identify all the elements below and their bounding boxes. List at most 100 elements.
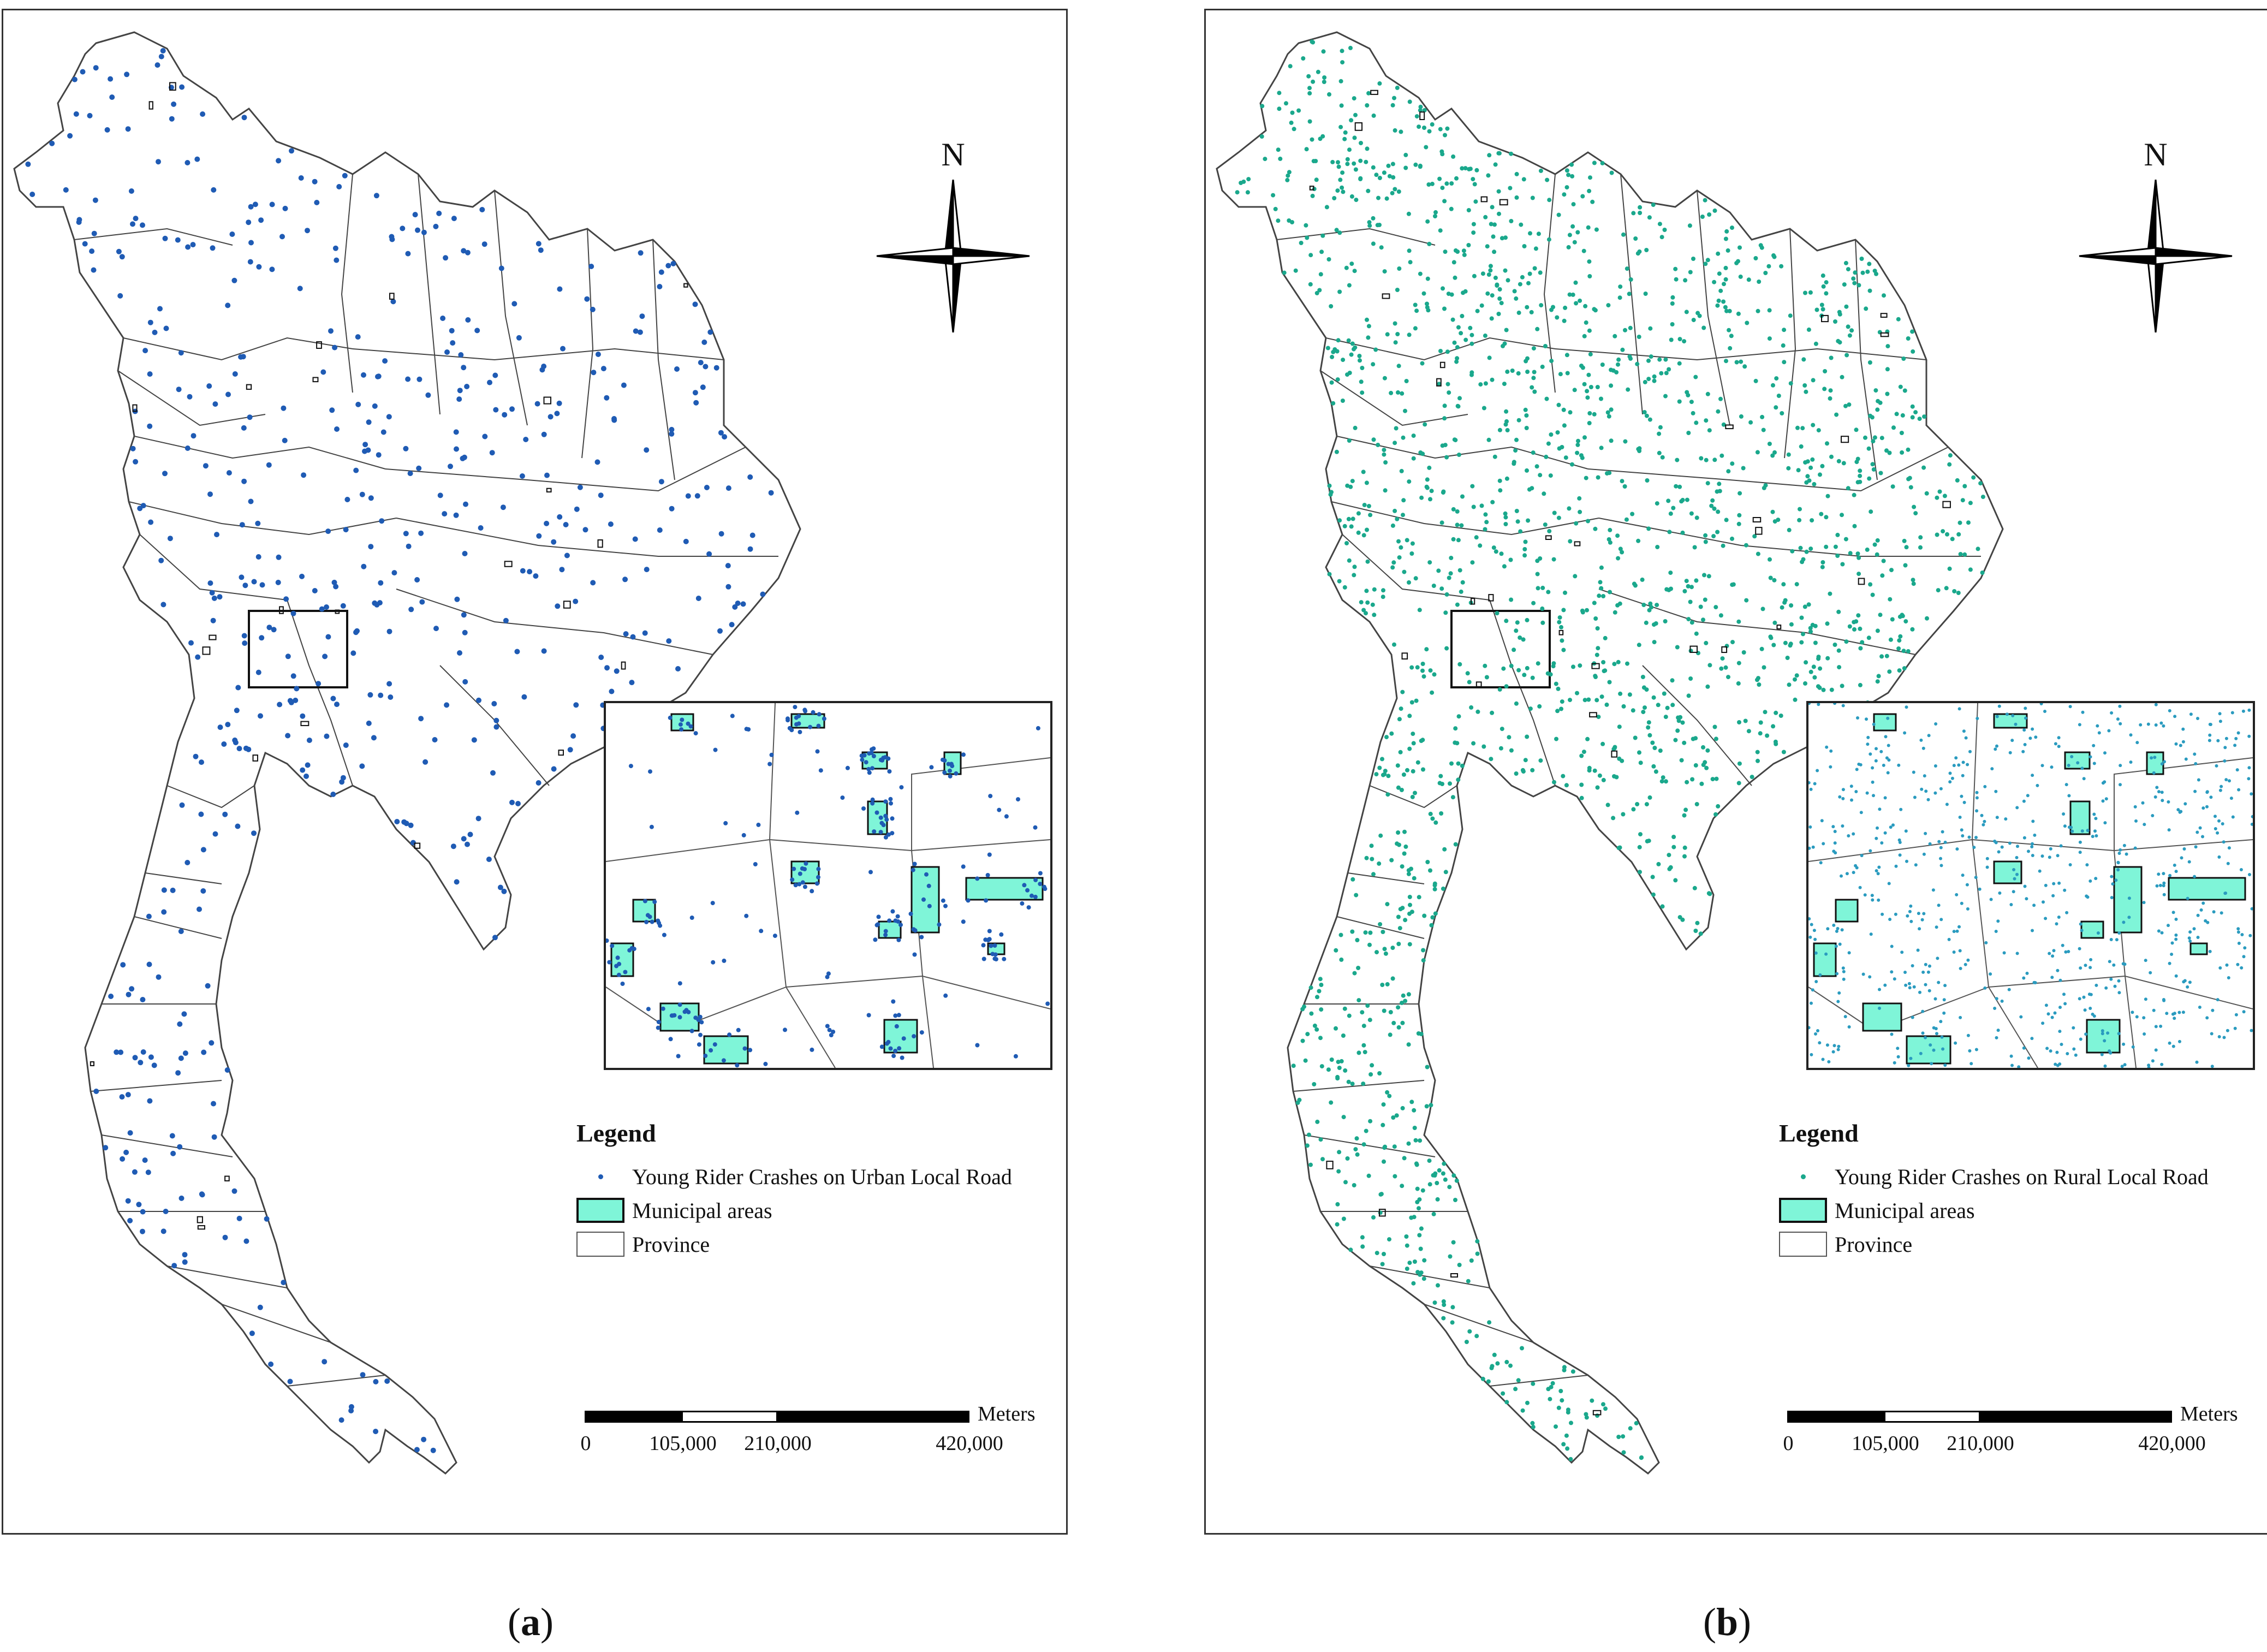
- crash-point: [1692, 886, 1697, 890]
- inset-crash-point: [1995, 1036, 1998, 1039]
- crash-point: [1824, 515, 1829, 520]
- crash-point: [1717, 489, 1722, 494]
- province-boundary: [1424, 1304, 1534, 1343]
- inset-crash-point: [2078, 840, 2082, 844]
- crash-point: [211, 187, 217, 193]
- inset-crash-point: [1918, 927, 1921, 931]
- crash-point: [622, 577, 628, 583]
- crash-point: [1428, 668, 1433, 673]
- inset-crash-point: [1855, 866, 1859, 870]
- inset-crash-point: [866, 1013, 871, 1018]
- crash-point: [1881, 558, 1886, 563]
- crash-point: [1421, 958, 1426, 963]
- inset-crash-point: [2015, 872, 2019, 876]
- municipal-area: [1450, 1273, 1459, 1278]
- municipal-area: [1611, 750, 1618, 758]
- inset-crash-point: [1869, 932, 1873, 936]
- crash-point: [1858, 646, 1863, 651]
- crash-point: [1659, 371, 1664, 376]
- inset-crash-point: [1886, 716, 1890, 720]
- crash-point: [1917, 417, 1922, 421]
- crash-point: [1441, 1316, 1446, 1321]
- inset-crash-point: [2216, 831, 2220, 835]
- inset-crash-point: [1934, 722, 1938, 726]
- crash-point: [1616, 556, 1621, 561]
- inset-crash-point: [2064, 783, 2068, 787]
- crash-point: [1803, 290, 1807, 295]
- legend-item-crashes: Young Rider Crashes on Rural Local Road: [1779, 1160, 2259, 1193]
- crash-point: [1721, 422, 1726, 427]
- crash-point: [1664, 371, 1669, 376]
- map-panel-a: N Legend Young Rider Crashes on Urban Lo…: [2, 9, 1068, 1535]
- crash-point: [126, 991, 132, 997]
- inset-crash-point: [2135, 1015, 2139, 1019]
- crash-point: [595, 352, 601, 357]
- inset-crash-point: [861, 806, 866, 811]
- inset-crash-point: [2131, 1045, 2135, 1049]
- crash-point: [573, 702, 579, 708]
- crash-point: [1286, 173, 1290, 178]
- crash-point: [1371, 362, 1376, 367]
- crash-point: [1675, 457, 1680, 462]
- crash-point: [1837, 665, 1842, 670]
- inset-crash-point: [677, 1015, 682, 1020]
- crash-point: [1514, 771, 1519, 776]
- inset-crash-point: [2135, 741, 2139, 745]
- crash-point: [108, 994, 114, 999]
- inset-crash-point: [912, 952, 917, 957]
- crash-point: [287, 1378, 293, 1384]
- crash-point: [258, 217, 264, 223]
- crash-point: [1820, 463, 1825, 468]
- inset-crash-point: [1927, 734, 1931, 738]
- inset-crash-point: [815, 749, 820, 754]
- inset-crash-point: [1957, 707, 1961, 711]
- crash-point: [1816, 428, 1821, 433]
- crash-point: [406, 543, 412, 549]
- crash-point: [418, 716, 424, 722]
- crash-point: [432, 737, 438, 742]
- crash-point: [240, 354, 246, 360]
- crash-point: [1700, 215, 1705, 219]
- crash-point: [1377, 176, 1382, 180]
- crash-point: [1357, 354, 1362, 358]
- inset-crash-point: [1827, 1060, 1831, 1063]
- crash-point: [1676, 718, 1681, 723]
- crash-point: [462, 679, 468, 685]
- crash-point: [1330, 159, 1335, 164]
- inset-crash-point: [1927, 989, 1931, 993]
- crash-point: [1432, 881, 1437, 886]
- crash-point: [355, 334, 361, 340]
- compass-point: [2155, 255, 2233, 265]
- inset-crash-point: [871, 746, 876, 751]
- crash-point: [1456, 453, 1461, 457]
- crash-point: [1490, 205, 1495, 210]
- north-label: N: [941, 136, 965, 173]
- crash-point: [361, 372, 366, 378]
- crash-point: [1935, 495, 1939, 500]
- crash-point: [1310, 39, 1314, 44]
- inset-crash-point: [1840, 928, 1844, 932]
- crash-point: [1359, 600, 1364, 605]
- crash-point: [29, 192, 35, 197]
- inset-crash-point: [1937, 840, 1941, 843]
- crash-point: [1644, 802, 1649, 807]
- inset-crash-point: [1994, 930, 1998, 933]
- crash-point: [451, 216, 457, 222]
- inset-crash-point: [829, 1033, 834, 1037]
- crash-point: [1653, 621, 1658, 626]
- crash-point: [1352, 161, 1356, 166]
- inset-crash-point: [2119, 764, 2122, 768]
- crash-point: [1514, 195, 1519, 200]
- crash-point: [1540, 620, 1545, 625]
- crash-point: [1758, 731, 1763, 736]
- crash-point: [567, 747, 573, 753]
- crash-point: [493, 717, 499, 723]
- crash-point: [1407, 746, 1412, 751]
- crash-point: [1593, 526, 1598, 531]
- crash-point: [1442, 1303, 1447, 1308]
- inset-crash-point: [2188, 939, 2192, 943]
- crash-point: [415, 227, 420, 233]
- municipal-area: [389, 293, 395, 300]
- crash-point: [1312, 1023, 1317, 1028]
- crash-point: [416, 465, 422, 471]
